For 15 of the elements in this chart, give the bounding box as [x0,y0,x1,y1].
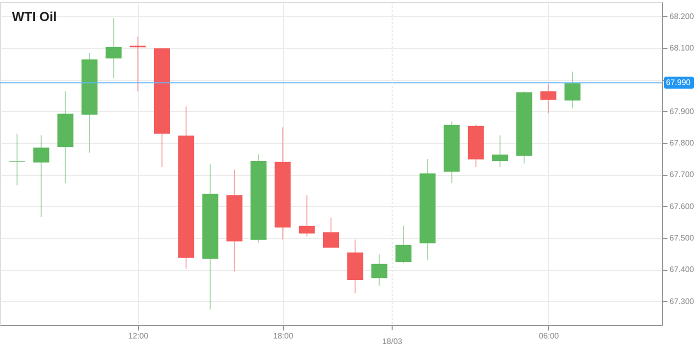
y-tick-label: 67.600 [670,202,695,211]
y-tick-label: 67.800 [670,138,695,148]
y-tick-label: 67.500 [670,233,695,242]
ref-line-label: 67.990 [666,78,692,87]
y-tick-label: 68.200 [670,12,695,21]
y-tick-label: 67.900 [670,106,695,116]
x-tick-label: 12:00 [128,332,149,340]
y-tick-label: 67.300 [670,296,695,306]
y-tick-label: 68.100 [670,43,695,52]
x-tick-label: 18:00 [273,332,294,340]
y-tick-label: 67.700 [670,170,695,180]
text: 18/03 [382,337,403,346]
text: WTI Oil [12,9,57,24]
x-tick-label: 06:00 [538,332,560,340]
y-tick-label: 67.400 [670,265,695,274]
